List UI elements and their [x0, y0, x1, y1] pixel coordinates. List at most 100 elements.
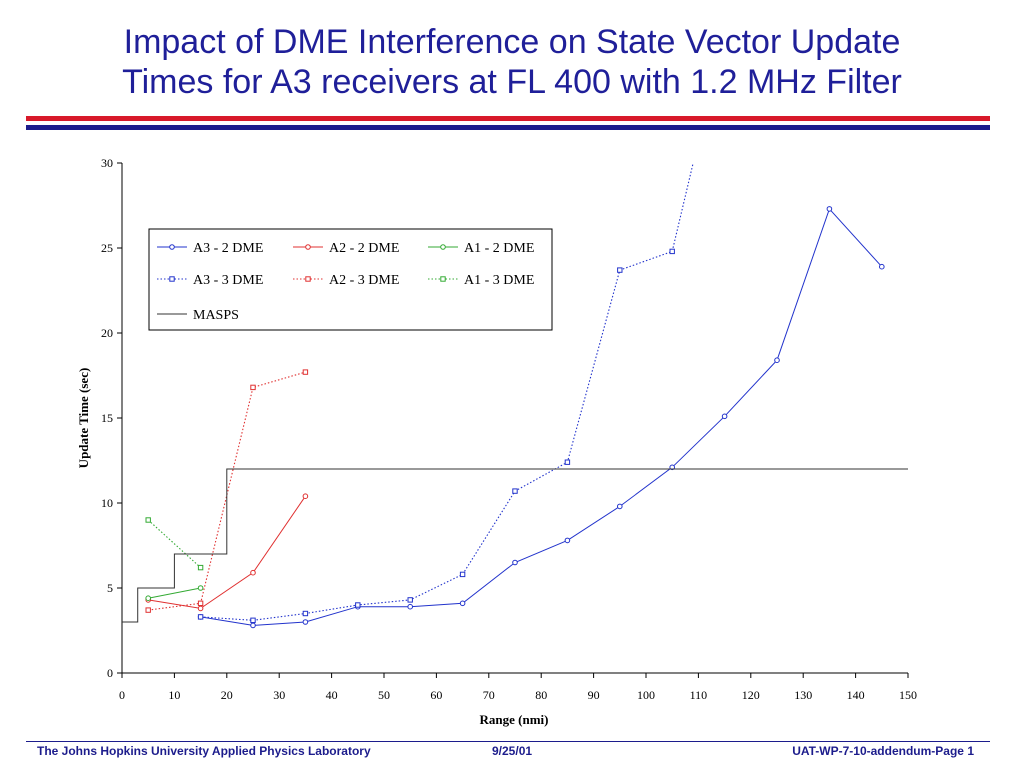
data-point-a3-2-dme	[721, 413, 728, 420]
data-point-a3-2-dme	[302, 619, 309, 625]
series-a3-3-dme	[197, 163, 694, 623]
data-point-a3-2-dme	[669, 464, 676, 471]
y-tick-label: 15	[101, 411, 113, 425]
footer-divider	[26, 741, 990, 742]
y-axis-label: Update Time (sec)	[76, 368, 91, 469]
chart-legend: A3 - 2 DME A2 - 2 DME A1 - 2 DME A3 - 3 DME…	[148, 228, 553, 331]
y-tick-label: 10	[101, 496, 113, 510]
legend-box	[148, 228, 553, 331]
data-point-a2-2-dme	[197, 605, 204, 612]
x-axis-label: Range (nmi)	[480, 712, 549, 727]
data-point-a1-2-dme	[145, 595, 151, 602]
series-a2-3-dme	[145, 369, 309, 613]
data-point-a2-2-dme	[250, 569, 256, 576]
slide-title-line-1: Impact of DME Interference on State Vect…	[123, 23, 901, 61]
data-point-a1-3-dme	[145, 517, 151, 523]
data-point-a2-3-dme	[145, 607, 151, 613]
legend-label: A1 - 3 DME	[464, 273, 534, 288]
legend-item-a1-2-dme: A1 - 2 DME	[428, 241, 534, 256]
y-tick-label: 30	[101, 156, 113, 170]
x-tick-label: 110	[690, 688, 708, 702]
legend-swatch-marker	[440, 276, 446, 282]
data-point-a3-2-dme	[617, 503, 623, 510]
x-tick-label: 10	[168, 688, 180, 702]
series-line-a1-3-dme	[147, 519, 201, 569]
series-a1-3-dme	[145, 517, 204, 571]
x-tick-label: 90	[588, 688, 600, 702]
data-point-a3-3-dme	[355, 602, 361, 608]
data-point-a3-3-dme	[302, 610, 309, 617]
legend-swatch-marker	[440, 244, 446, 250]
data-point-a3-3-dme	[197, 614, 204, 620]
legend-label: A3 - 3 DME	[193, 273, 263, 288]
title-divider-red	[26, 116, 990, 121]
data-point-a3-2-dme	[564, 537, 571, 544]
slide-title: Impact of DME Interference on State Vect…	[0, 22, 1024, 102]
y-tick-label: 20	[101, 326, 113, 340]
data-point-a3-3-dme	[459, 571, 466, 578]
data-point-a2-2-dme	[302, 493, 309, 500]
legend-item-masps: MASPS	[157, 308, 239, 323]
data-point-a3-2-dme	[774, 357, 780, 364]
data-point-a3-3-dme	[669, 248, 675, 255]
x-tick-label: 30	[273, 688, 285, 702]
chart-axes: 0 5 10 15 20 25 30 0 10 20 30 40 50 60 70 80 90 100 110 120…	[101, 156, 917, 702]
series-line-a3-3-dme	[200, 163, 694, 621]
data-point-a3-3-dme	[617, 267, 623, 273]
x-tick-label: 0	[119, 688, 125, 702]
chart-series-layer	[122, 163, 908, 629]
y-tick-label: 0	[107, 666, 113, 680]
footer-date: 9/25/01	[492, 744, 533, 758]
x-tick-label: 100	[637, 688, 655, 702]
data-point-a3-2-dme	[459, 600, 466, 607]
x-tick-label: 120	[742, 688, 760, 702]
x-tick-label: 150	[899, 688, 917, 702]
data-point-a3-3-dme	[512, 488, 518, 494]
legend-label: A2 - 2 DME	[329, 241, 399, 256]
footer-page-id: UAT-WP-7-10-addendum-Page 1	[792, 744, 974, 758]
legend-label: A3 - 2 DME	[193, 241, 263, 256]
slide-title-line-2: Times for A3 receivers at FL 400 with 1.…	[122, 63, 902, 101]
legend-swatch-marker	[305, 244, 311, 250]
series-line-a2-3-dme	[148, 371, 306, 611]
series-a3-2-dme	[197, 206, 885, 629]
data-point-a3-2-dme	[407, 603, 414, 610]
footer-organization: The Johns Hopkins University Applied Phy…	[37, 744, 371, 758]
series-line-masps	[122, 468, 908, 623]
x-tick-label: 130	[794, 688, 812, 702]
legend-item-a2-3-dme: A2 - 3 DME	[293, 273, 399, 288]
x-tick-label: 60	[430, 688, 442, 702]
x-tick-label: 40	[326, 688, 338, 702]
data-point-a3-2-dme	[512, 559, 518, 566]
legend-label: MASPS	[193, 308, 239, 323]
legend-swatch-marker	[169, 244, 175, 250]
data-point-a3-3-dme	[250, 617, 256, 623]
series-line-a2-2-dme	[148, 495, 306, 609]
legend-item-a2-2-dme: A2 - 2 DME	[293, 241, 399, 256]
series-line-a1-2-dme	[148, 587, 201, 599]
series-a1-2-dme	[145, 585, 204, 602]
legend-swatch-marker	[169, 276, 175, 282]
y-tick-label: 5	[107, 581, 113, 595]
x-tick-label: 20	[221, 688, 233, 702]
data-point-a3-2-dme	[826, 206, 833, 212]
legend-item-a1-3-dme: A1 - 3 DME	[428, 273, 534, 288]
legend-swatch-marker	[305, 276, 311, 282]
data-point-a3-3-dme	[564, 459, 571, 465]
data-point-a1-3-dme	[197, 564, 204, 571]
data-point-a2-3-dme	[250, 384, 256, 391]
y-tick-label: 25	[101, 241, 113, 255]
legend-item-a3-3-dme: A3 - 3 DME	[157, 273, 263, 288]
data-point-a1-2-dme	[197, 585, 204, 591]
legend-item-a3-2-dme: A3 - 2 DME	[157, 241, 263, 256]
series-masps	[122, 468, 908, 623]
series-line-a3-2-dme	[200, 207, 883, 626]
legend-label: A2 - 3 DME	[329, 273, 399, 288]
x-tick-label: 140	[847, 688, 865, 702]
legend-label: A1 - 2 DME	[464, 241, 534, 256]
data-point-a2-3-dme	[197, 600, 204, 606]
data-point-a2-3-dme	[302, 369, 309, 375]
x-tick-label: 70	[483, 688, 495, 702]
data-point-a3-2-dme	[250, 622, 256, 629]
x-tick-label: 50	[378, 688, 390, 702]
